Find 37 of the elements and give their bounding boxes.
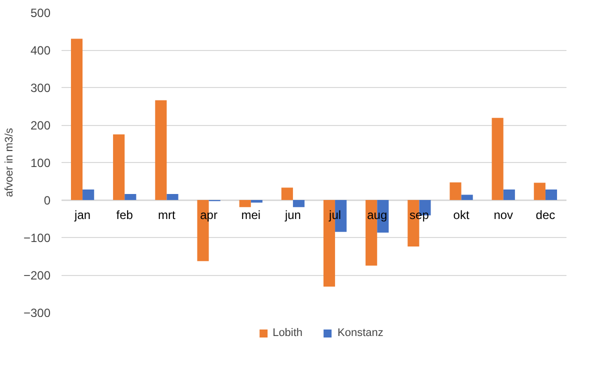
bar <box>281 188 293 200</box>
x-tick-label: mrt <box>158 208 176 222</box>
bar <box>113 134 125 200</box>
y-tick-label: −100 <box>23 231 51 245</box>
x-tick-label: mei <box>241 208 261 222</box>
y-tick-label: 400 <box>30 44 51 58</box>
bar <box>124 194 136 200</box>
y-tick-label: −300 <box>23 306 51 320</box>
bar <box>503 190 515 200</box>
bar <box>250 200 262 203</box>
legend-label: Konstanz <box>338 327 384 339</box>
x-tick-label: nov <box>494 208 514 222</box>
bar <box>534 182 546 200</box>
bar <box>545 190 558 200</box>
y-tick-label: 0 <box>44 194 51 208</box>
y-tick-label: 300 <box>30 81 51 95</box>
bar <box>450 182 462 200</box>
bar <box>292 200 305 208</box>
x-tick-label: jun <box>284 208 301 222</box>
bar <box>166 194 178 200</box>
x-tick-label: dec <box>536 208 556 222</box>
y-tick-label: 500 <box>30 6 51 20</box>
y-tick-label: 200 <box>30 118 51 132</box>
legend-label: Lobith <box>272 327 303 339</box>
bar <box>239 200 251 208</box>
x-tick-label: sep <box>410 208 430 222</box>
x-tick-label: feb <box>116 208 134 222</box>
x-tick-label: okt <box>453 208 470 222</box>
y-tick-label: −200 <box>23 268 51 282</box>
bar <box>155 100 167 200</box>
y-tick-label: 100 <box>30 156 51 170</box>
y-axis-title: afvoer in m3/s <box>3 127 16 198</box>
bar <box>492 118 504 200</box>
bar <box>461 194 473 200</box>
bar <box>70 38 83 200</box>
x-tick-label: jan <box>74 208 91 222</box>
bar <box>82 190 94 200</box>
